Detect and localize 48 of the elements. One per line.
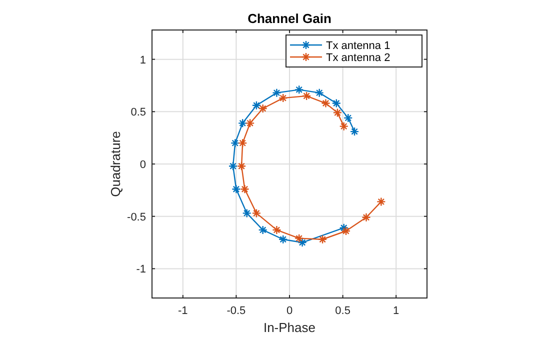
point <box>258 104 268 114</box>
point <box>298 238 307 248</box>
point <box>294 234 304 243</box>
point <box>272 88 282 98</box>
point <box>238 118 248 128</box>
point <box>232 184 241 194</box>
x-tick-label: -1 <box>178 305 188 317</box>
point <box>341 226 351 236</box>
point <box>350 126 360 136</box>
point <box>230 138 240 148</box>
point <box>252 100 262 110</box>
point <box>278 93 288 103</box>
point <box>314 88 324 98</box>
point <box>294 85 304 94</box>
point <box>278 234 288 244</box>
point <box>339 122 348 131</box>
point <box>238 138 248 148</box>
point <box>228 161 238 171</box>
x-axis-title: In-Phase <box>263 320 316 335</box>
point <box>362 212 371 222</box>
point <box>258 225 268 235</box>
x-tick-label: 0.5 <box>335 305 350 317</box>
point <box>321 98 330 108</box>
point <box>332 98 341 108</box>
x-tick-label: -0.5 <box>226 305 246 317</box>
y-tick-label: 0 <box>140 159 146 171</box>
y-tick-label: 1 <box>140 54 146 66</box>
y-tick-label: 0.5 <box>130 106 146 119</box>
legend-label: Tx antenna 2 <box>326 52 390 64</box>
point <box>339 223 348 232</box>
point <box>272 225 282 235</box>
point <box>376 197 386 206</box>
point <box>252 208 262 218</box>
y-axis-title: Quadrature <box>108 131 123 197</box>
point <box>344 113 353 123</box>
point <box>240 184 250 194</box>
x-tick-label: 0 <box>286 305 293 317</box>
point <box>242 208 252 218</box>
y-tick-label: -0.5 <box>127 211 146 224</box>
x-tick-label: 1 <box>393 305 400 317</box>
point <box>318 234 328 244</box>
point <box>245 118 255 128</box>
legend-label: Tx antenna 1 <box>326 40 390 52</box>
chart-title: Channel Gain <box>248 11 332 26</box>
y-tick-label: -1 <box>136 264 146 276</box>
point <box>302 91 312 101</box>
point <box>332 108 342 118</box>
point <box>236 161 246 171</box>
